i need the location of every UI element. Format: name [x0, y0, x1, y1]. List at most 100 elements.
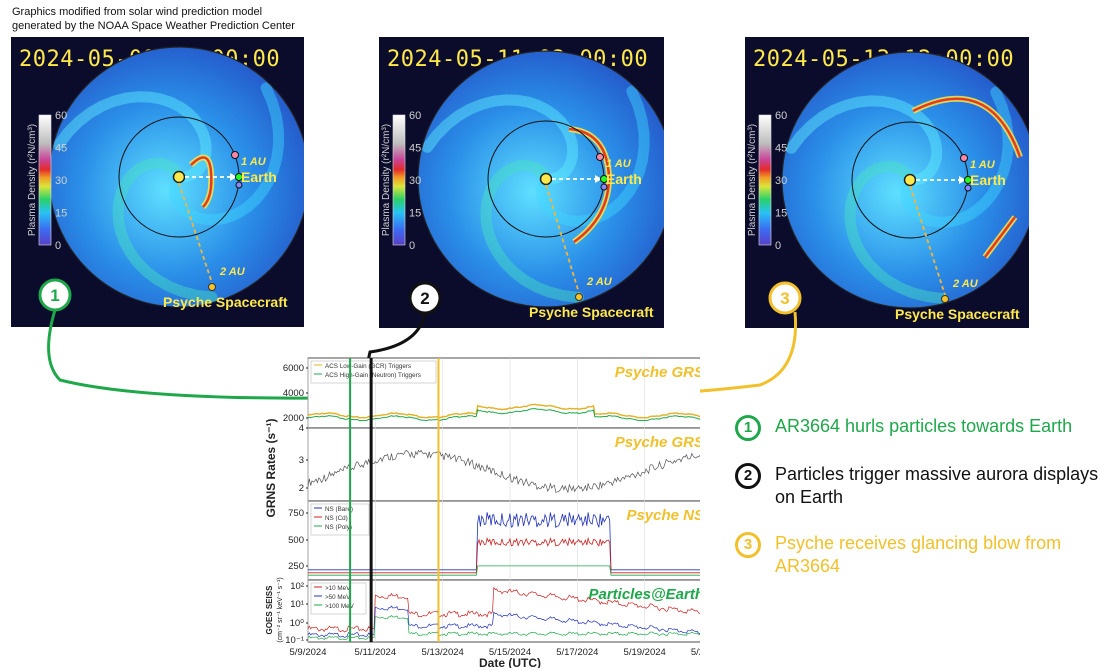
- stereo-b-marker: [600, 183, 608, 191]
- legend-entry: NS (Poly): [325, 524, 352, 531]
- psyche-arrow: [909, 185, 946, 296]
- cme-front-core: [568, 127, 611, 244]
- stereo-a-marker: [596, 153, 604, 161]
- solar-wind-spiral: [421, 94, 579, 185]
- subplot-legend-box: [310, 582, 367, 615]
- colorbar-tick: 60: [55, 110, 67, 122]
- psyche-marker: [208, 283, 216, 291]
- psyche-marker: [941, 295, 949, 303]
- psyche-arrow: [178, 182, 213, 284]
- x-tick-label: 5/19/2024: [624, 647, 666, 658]
- series-gcr: [307, 403, 700, 419]
- x-tick-label: 5/17/2024: [556, 647, 598, 658]
- series-goes-100: [307, 614, 700, 641]
- label-earth: Earth: [241, 169, 277, 185]
- label-psyche: Psyche Spacecraft: [163, 294, 288, 310]
- credit-text: Graphics modified from solar wind predic…: [12, 6, 295, 32]
- legend-entry: NS (Cd): [325, 515, 348, 522]
- badge-circle: [38, 278, 72, 312]
- colorbar-tick: 30: [409, 175, 421, 187]
- y-tick-label: 500: [288, 535, 304, 546]
- colorbar-label: Plasma Density (r²N/cm³): [747, 124, 758, 236]
- y-tick-label: 4: [299, 423, 304, 434]
- simulation-panel-3: 2024-05-13 12:00:00 1 AU Earth 2 AU Psyche …: [745, 37, 1029, 328]
- earth-marker: [600, 175, 608, 183]
- series-ns-bare: [308, 512, 700, 571]
- stereo-a-marker: [231, 151, 239, 159]
- goes-ylabel-units: (cm⁻² sr⁻¹ keV⁻¹ s⁻¹): [277, 577, 284, 642]
- legend-text: Psyche receives glancing blow from AR366…: [775, 533, 1062, 576]
- legend-entry: >50 MeV: [325, 594, 351, 601]
- label-2au: 2 AU: [219, 266, 246, 278]
- x-axis-label: Date (UTC): [479, 656, 541, 668]
- x-tick-label: 5/15/2024: [489, 647, 531, 658]
- series-goes-50: [307, 605, 700, 638]
- y-tick-label: 2000: [283, 413, 304, 424]
- solar-wind-spiral: [844, 160, 948, 304]
- colorbar-tick: 15: [409, 208, 421, 220]
- legend-badge: 1: [735, 415, 761, 441]
- legend-badge: 3: [735, 532, 761, 558]
- badge-circle: [408, 281, 442, 315]
- y-tick-label: 10²: [290, 581, 304, 592]
- legend-badge: 2: [735, 463, 761, 489]
- badge-number: 2: [420, 289, 429, 308]
- colorbar-tick: 45: [775, 143, 787, 155]
- y-tick-label: 10⁻¹: [285, 635, 304, 646]
- legend-entry: NS (Bare): [325, 506, 353, 513]
- y-tick-label: 10⁰: [290, 618, 305, 629]
- label-1au: 1 AU: [241, 156, 267, 168]
- colorbar: [758, 114, 772, 246]
- cme-front-core: [190, 156, 213, 208]
- subplot-frame: [307, 427, 700, 502]
- series-neutron: [307, 408, 700, 422]
- solar-wind-spiral: [53, 91, 212, 183]
- goes-ylabel: GOES SEISS: [265, 585, 274, 635]
- earth-arrowhead: [959, 176, 966, 184]
- psyche-marker: [575, 293, 583, 301]
- y-tick-label: 250: [288, 561, 304, 572]
- colorbar-tick: 15: [55, 208, 67, 220]
- outer-boundary: [781, 51, 1029, 309]
- psyche-arrow: [545, 184, 580, 294]
- stereo-b-marker: [964, 184, 972, 192]
- legend-entry: >10 MeV: [325, 585, 351, 592]
- series-grs-rate: [307, 449, 700, 494]
- colorbar-tick: 15: [775, 208, 787, 220]
- connector-1: [47, 309, 337, 400]
- colorbar-tick: 0: [55, 240, 61, 252]
- subplot-title: Psyche NS: [626, 507, 700, 524]
- colorbar: [38, 114, 52, 246]
- badge-circle: [768, 281, 802, 315]
- subplot-legend-box: [310, 503, 370, 536]
- marker-1-badge: 1: [38, 278, 72, 312]
- label-2au: 2 AU: [586, 276, 613, 288]
- colorbar: [392, 114, 406, 246]
- colorbar-tick: 60: [775, 110, 787, 122]
- y-tick-label: 2: [299, 483, 304, 494]
- colorbar-label: Plasma Density (r²N/cm³): [27, 124, 38, 236]
- colorbar-tick: 30: [775, 175, 787, 187]
- y-tick-label: 3: [299, 455, 304, 466]
- legend-entry: ACS High-Gain (Neutron) Triggers: [325, 372, 421, 379]
- solar-wind-spiral: [169, 82, 285, 226]
- label-1au: 1 AU: [970, 159, 996, 171]
- subplot-title: Psyche GRS: [615, 434, 700, 451]
- colorbar-tick: 60: [409, 110, 421, 122]
- solar-wind-spiral: [112, 157, 218, 303]
- subplot-frame: [307, 500, 700, 581]
- marker-2-badge: 2: [408, 281, 442, 315]
- stereo-b-marker: [235, 181, 243, 189]
- stereo-a-marker: [960, 154, 968, 162]
- label-psyche: Psyche Spacecraft: [529, 304, 654, 320]
- solar-wind-spiral: [900, 86, 1014, 228]
- label-psyche: Psyche Spacecraft: [895, 306, 1020, 322]
- legend-text: Particles trigger massive aurora display…: [775, 464, 1099, 507]
- earth-marker: [964, 176, 972, 184]
- series-ns-cd: [308, 536, 700, 574]
- marker-3-badge: 3: [768, 281, 802, 315]
